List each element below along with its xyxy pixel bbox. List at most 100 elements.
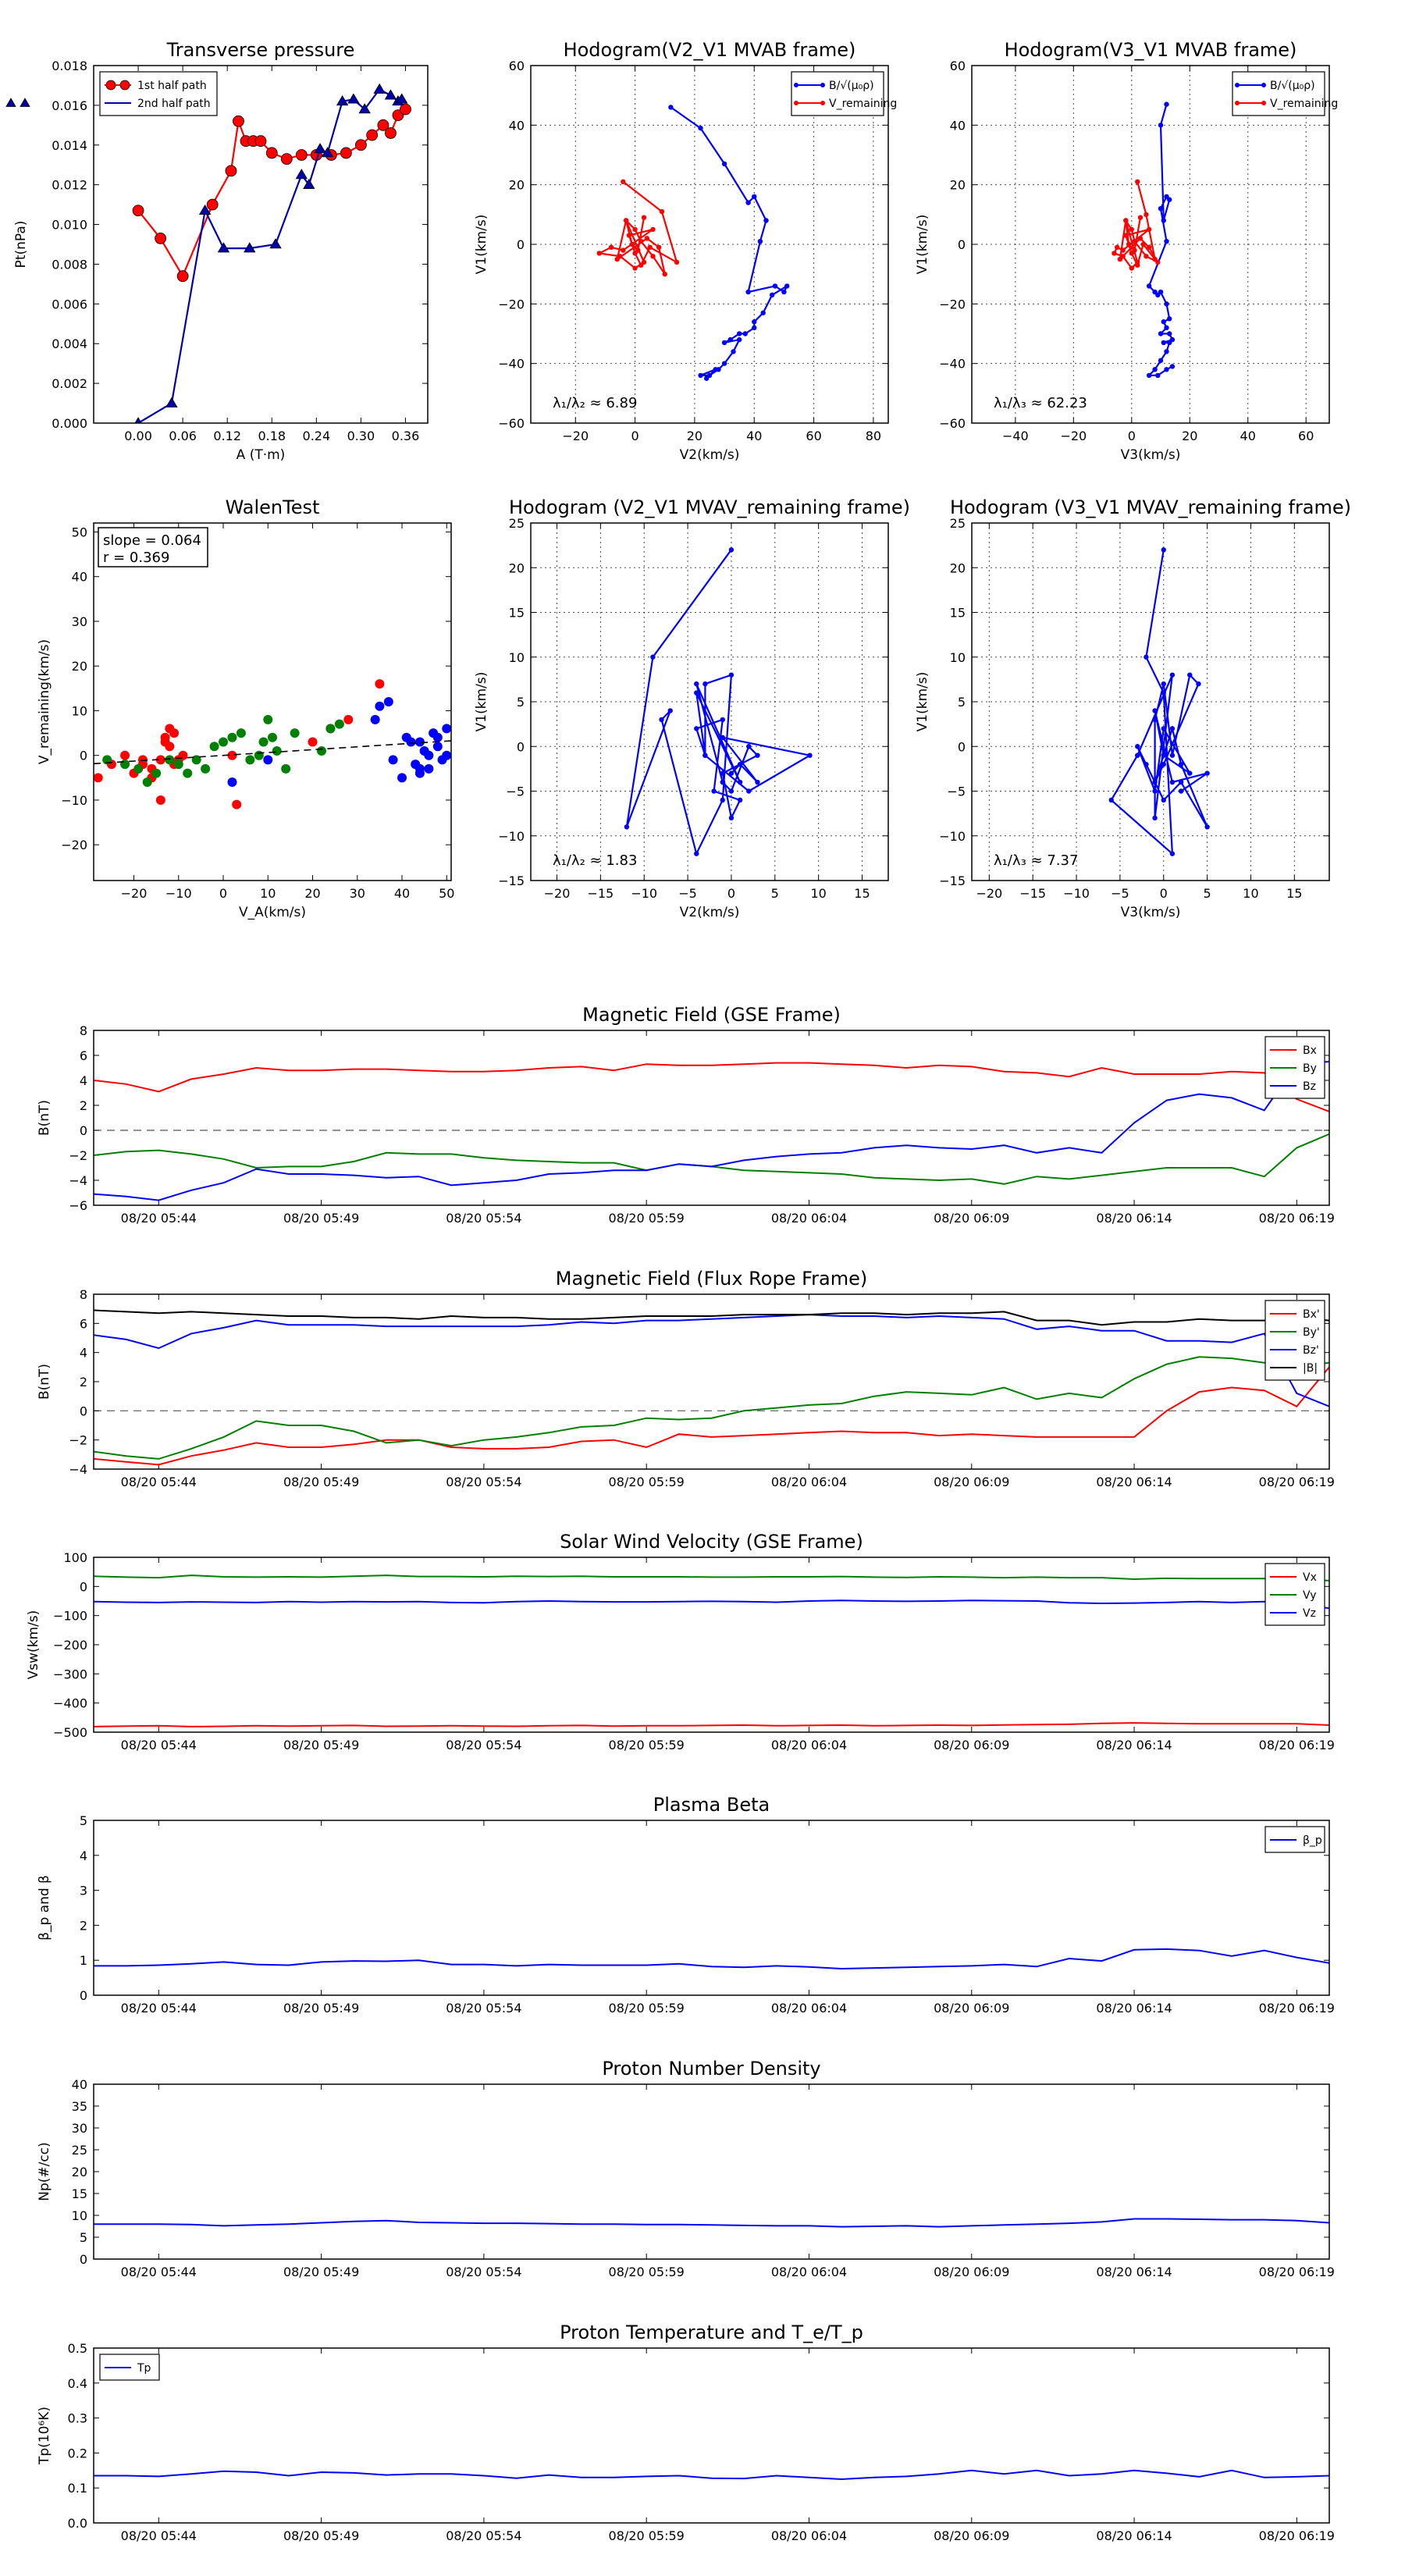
y-tick-label: 8 (80, 1023, 87, 1038)
x-tick-label: −10 (165, 886, 192, 901)
data-point (1178, 788, 1184, 794)
chart-h4: Hodogram (V3_V1 MVAV_remaining frame) −20… (915, 496, 1351, 920)
plot-area (94, 679, 451, 809)
y-tick-label: 0 (958, 237, 966, 252)
data-point (1164, 325, 1169, 331)
y-tick-label: 30 (72, 614, 87, 629)
data-point (662, 271, 667, 277)
data-point (1169, 753, 1176, 758)
legend-label: By (1303, 1062, 1317, 1075)
x-tick-label: 08/20 06:09 (934, 1211, 1009, 1226)
data-point (268, 732, 277, 742)
y-tick-label: 60 (950, 59, 966, 73)
x-tick-label: −20 (562, 429, 589, 443)
x-tick-label: 15 (1286, 886, 1302, 901)
chart-title: Hodogram(V3_V1 MVAB frame) (1005, 39, 1297, 61)
data-point (1161, 340, 1166, 346)
series-vz (94, 1599, 1329, 1610)
legend-box (1232, 71, 1325, 116)
legend-marker (1261, 83, 1266, 87)
data-point (366, 129, 379, 141)
data-point (265, 147, 278, 159)
axes-frame (93, 2083, 1330, 2260)
data-point (1135, 179, 1140, 185)
x-axis-label: V2(km/s) (680, 447, 740, 463)
data-point (623, 218, 629, 223)
y-axis-label: V1(km/s) (474, 672, 489, 732)
axes-frame (530, 522, 889, 881)
series-tp (94, 2469, 1329, 2481)
data-point (1146, 226, 1152, 233)
data-point (760, 310, 766, 315)
data-point (1144, 254, 1149, 259)
x-tick-label: 08/20 05:54 (446, 1738, 521, 1752)
annotation-text: λ₁/λ₃ ≈ 7.37 (994, 852, 1078, 869)
y-tick-label: −2 (69, 1148, 87, 1163)
data-point (1114, 244, 1120, 251)
y-tick-label: 8 (80, 1287, 87, 1302)
data-point (1126, 241, 1132, 247)
series-line (94, 2469, 1329, 2481)
series-bz- (94, 1314, 1329, 1407)
x-tick-label: 30 (350, 886, 365, 901)
legend-marker (1261, 101, 1266, 105)
data-point (227, 777, 237, 788)
data-point (694, 851, 699, 856)
x-tick-label: 08/20 06:09 (934, 2528, 1009, 2543)
data-point (295, 149, 308, 161)
annotation-text: slope = 0.064 r = 0.369 (103, 532, 201, 566)
y-tick-label: −10 (939, 829, 966, 844)
plot-area (94, 1061, 1329, 1201)
y-tick-label: −200 (53, 1638, 87, 1653)
data-point (746, 744, 752, 749)
annotation-text: λ₁/λ₂ ≈ 1.83 (553, 852, 637, 869)
x-tick-label: 08/20 05:49 (283, 2001, 359, 2016)
series-by (94, 1133, 1329, 1185)
x-tick-label: 08/20 05:44 (121, 1475, 197, 1489)
x-tick-label: 08/20 06:09 (934, 2265, 1009, 2279)
legend: β_p (1264, 1826, 1325, 1853)
x-tick-label: 08/20 06:14 (1096, 2265, 1172, 2279)
data-point (674, 259, 680, 265)
data-point (206, 198, 219, 211)
y-tick-label: 20 (950, 560, 966, 575)
y-tick-label: 20 (509, 178, 525, 193)
data-point (377, 119, 389, 131)
data-point (1161, 753, 1166, 758)
x-tick-label: 08/20 05:49 (283, 2265, 359, 2279)
x-tick-label: 08/20 06:04 (771, 2001, 847, 2016)
x-tick-label: 08/20 05:44 (121, 2265, 197, 2279)
data-point (414, 768, 425, 778)
chart-vel: Solar Wind Velocity (GSE Frame) 08/20 05:… (26, 1531, 1335, 1752)
data-point (632, 265, 638, 271)
legend-label: Bx' (1303, 1308, 1320, 1321)
data-point (1146, 372, 1152, 379)
x-tick-label: 08/20 05:49 (283, 2528, 359, 2543)
data-point (721, 340, 727, 346)
y-tick-label: 40 (72, 570, 87, 585)
data-point (173, 760, 183, 770)
series-line (94, 1062, 1329, 1112)
data-point (1137, 215, 1144, 220)
data-point (1129, 265, 1134, 271)
y-tick-label: 0.4 (68, 2376, 87, 2391)
data-point (432, 732, 443, 742)
data-point (263, 755, 273, 765)
data-point (375, 679, 385, 689)
data-point (727, 336, 733, 343)
data-point (314, 143, 326, 154)
x-tick-label: −5 (678, 886, 697, 901)
data-point (746, 788, 752, 794)
data-point (1129, 226, 1134, 233)
data-point (728, 547, 735, 553)
axes-frame (971, 65, 1330, 424)
x-tick-label: 08/20 06:19 (1259, 1211, 1335, 1226)
plot-area (94, 1948, 1329, 1970)
x-axis-label: V_A(km/s) (239, 905, 306, 920)
x-tick-label: −5 (1111, 886, 1129, 901)
data-point (295, 169, 308, 180)
legend-label: Vy (1303, 1589, 1317, 1602)
x-tick-label: 08/20 06:04 (771, 2528, 847, 2543)
chart-tp_temp: Proton Temperature and T_e/T_p 08/20 05:4… (37, 2322, 1335, 2543)
data-point (397, 773, 407, 783)
